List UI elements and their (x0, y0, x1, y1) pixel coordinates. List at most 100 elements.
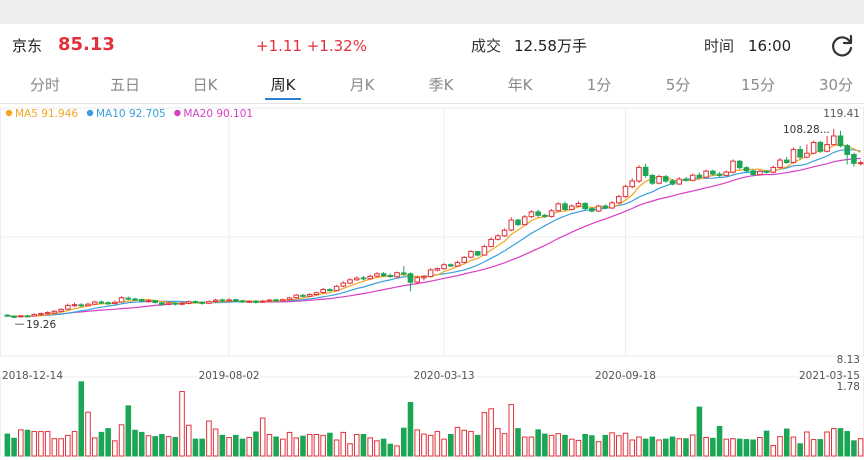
low-annotation: 19.26 (26, 319, 56, 331)
volume-bar (159, 434, 165, 457)
candle-body (777, 159, 783, 168)
candle-body (508, 219, 515, 231)
volume-bar (548, 434, 555, 457)
time-value: 16:00 (748, 37, 792, 55)
candle-body (280, 299, 286, 302)
tab-7[interactable]: 年K (507, 76, 533, 94)
volume-bar (273, 436, 279, 457)
tab-3[interactable]: 日K (192, 76, 218, 94)
candle-body (521, 216, 528, 226)
volume-bar (132, 429, 138, 457)
period-tabs: 分时 五日 日K 周K 月K 季K 年K 1分 5分 15分 30分 (0, 68, 864, 104)
volume-bar (481, 412, 488, 457)
price-min-label: 8.13 (837, 354, 860, 366)
candle-body (857, 162, 864, 165)
candle-body (683, 178, 689, 181)
volume-bar (44, 431, 51, 457)
candle-body (387, 275, 394, 278)
candle-body (239, 300, 246, 303)
volume-bar (763, 430, 770, 457)
candle-body (602, 205, 609, 209)
volume-bar (78, 381, 85, 457)
candle-body (481, 246, 488, 256)
candle-body (145, 300, 152, 303)
candle-body (783, 159, 790, 163)
volume-bar (353, 434, 360, 457)
candle-body (407, 273, 414, 283)
volume-bar (380, 438, 387, 457)
candle-body (723, 171, 730, 176)
volume-bar (810, 439, 817, 457)
volume-bar (535, 429, 541, 457)
volume-bar (266, 434, 273, 457)
candle-body (246, 300, 253, 303)
candle-body (212, 299, 219, 302)
volume-bar (407, 401, 414, 457)
candle-body (817, 141, 824, 152)
volume-bar (824, 431, 830, 457)
candle-body (488, 238, 494, 247)
candle-body (394, 272, 400, 278)
volume-bar (595, 441, 602, 457)
tab-11[interactable]: 30分 (818, 76, 854, 94)
price-panel-border (0, 107, 864, 357)
status-bar (0, 0, 864, 24)
candle-body (757, 170, 763, 176)
volume-bar (689, 434, 696, 457)
volume-bar (710, 437, 716, 457)
quote-header: 京东 85.13 +1.11 +1.32% 成交 12.58万手 时间 16:0… (0, 24, 864, 68)
candle-body (172, 302, 179, 305)
volume-bar (105, 428, 111, 457)
tab-5[interactable]: 月K (349, 76, 375, 94)
volume-bar (663, 438, 669, 457)
candle-body (400, 272, 407, 275)
volume-bar (306, 434, 313, 457)
volume-bar (495, 428, 501, 457)
candle-body (568, 205, 575, 211)
candle-body (11, 315, 17, 318)
candle-body (414, 277, 420, 283)
candle-body (730, 160, 736, 173)
price-max-label: 119.41 (823, 108, 860, 120)
candle-body (837, 135, 844, 147)
ma-legend-text-1: MA5 91.946 (15, 108, 78, 120)
volume-bar (562, 434, 568, 457)
refresh-icon (832, 34, 853, 57)
volume-bar (125, 405, 132, 457)
candle-body (421, 276, 427, 279)
candle-body (327, 289, 333, 292)
candle-body (300, 294, 306, 297)
candle-body (555, 203, 562, 212)
volume-bar (112, 440, 118, 457)
candle-body (629, 180, 635, 188)
candle-body (333, 285, 340, 292)
candle-body (31, 314, 38, 317)
tab-4[interactable]: 周K (270, 76, 296, 94)
candle-body (105, 302, 111, 305)
tab-10[interactable]: 15分 (740, 76, 776, 94)
candle-body (595, 205, 602, 212)
volume-bar (790, 436, 797, 457)
candle-body (454, 262, 461, 267)
candle-body (736, 160, 743, 169)
tab-9[interactable]: 5分 (665, 76, 691, 94)
candle-body (199, 301, 205, 304)
candle-body (367, 275, 373, 280)
candle-body (589, 208, 595, 212)
tab-1[interactable]: 分时 (29, 76, 61, 94)
volume-bar (468, 431, 474, 457)
candle-body (273, 299, 279, 302)
volume-bar (703, 436, 709, 457)
ma-legend-text-2: MA10 92.705 (96, 108, 166, 120)
candle-body (58, 308, 64, 312)
volume-bar (777, 436, 783, 457)
volume-bar (11, 437, 17, 457)
candle-body (38, 313, 44, 316)
candle-body (152, 300, 158, 303)
volume-bar (253, 431, 259, 457)
tab-2[interactable]: 五日 (109, 76, 141, 94)
volume-bar (851, 440, 857, 457)
tab-8[interactable]: 1分 (586, 76, 612, 94)
refresh-button[interactable] (829, 33, 855, 59)
tab-6[interactable]: 季K (428, 76, 454, 94)
